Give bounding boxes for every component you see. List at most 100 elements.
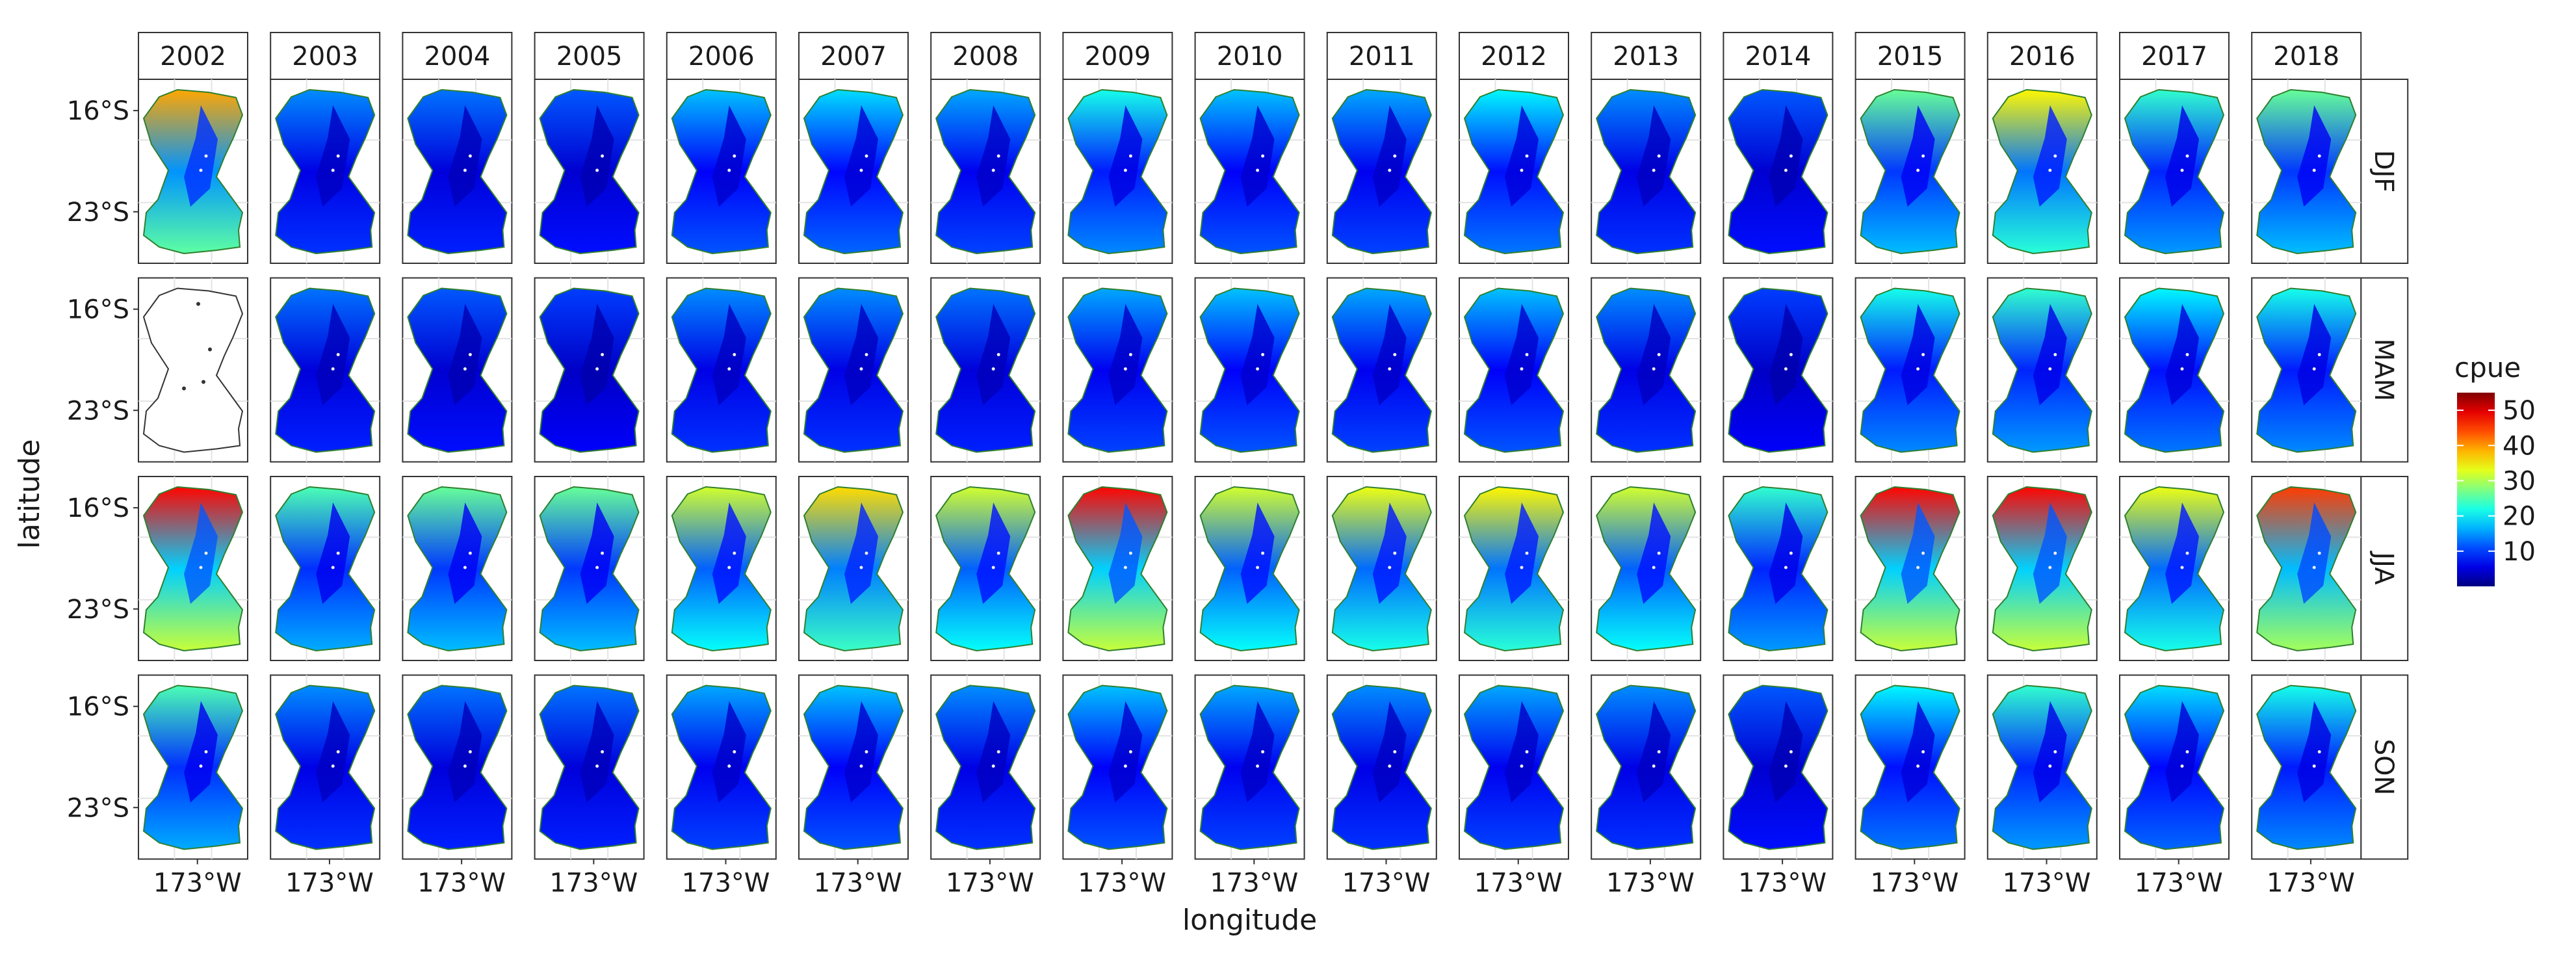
low-cpue-ridge <box>712 503 746 604</box>
island-marker <box>468 750 472 753</box>
facet-strip-year <box>1854 32 1966 80</box>
island-marker <box>1525 154 1529 158</box>
island-marker <box>1652 764 1656 768</box>
x-tick-label: 173°W <box>2135 868 2223 898</box>
island-marker <box>1525 353 1529 356</box>
island-marker <box>2312 566 2316 569</box>
island-marker <box>1261 154 1265 158</box>
low-cpue-ridge <box>448 304 482 406</box>
low-cpue-ridge <box>1372 503 1407 604</box>
y-tick-label: 16°S <box>67 96 129 126</box>
colorbar-bar <box>2457 393 2495 586</box>
island-marker <box>2312 764 2316 768</box>
island-marker <box>1921 154 1925 158</box>
island-marker <box>595 764 599 768</box>
low-cpue-ridge <box>976 105 1011 207</box>
island-marker <box>595 367 599 371</box>
island-marker <box>1789 551 1793 555</box>
low-cpue-ridge <box>1901 304 1935 406</box>
island-marker <box>2053 551 2057 555</box>
island-marker <box>859 764 863 768</box>
island-marker <box>859 367 863 371</box>
island-marker <box>1657 353 1661 356</box>
y-tick-label: 16°S <box>67 692 129 722</box>
island-marker <box>727 367 731 371</box>
island-marker <box>601 750 605 753</box>
facet-strip-year <box>2119 32 2230 80</box>
facet-strip-season-label: DJF <box>2369 150 2399 193</box>
low-cpue-ridge <box>1769 701 1803 803</box>
island-marker <box>865 154 868 158</box>
cpue-region-empty <box>142 287 244 453</box>
low-cpue-ridge <box>2033 701 2067 803</box>
y-tick-label: 16°S <box>67 493 129 523</box>
y-tick-label: 23°S <box>67 198 129 228</box>
island-marker <box>1123 168 1127 172</box>
island-marker <box>727 566 731 569</box>
low-cpue-ridge <box>448 701 482 803</box>
island-marker <box>1784 168 1788 172</box>
low-cpue-ridge <box>1901 105 1935 207</box>
low-cpue-ridge <box>1108 503 1143 604</box>
island-marker <box>463 764 467 768</box>
island-marker <box>1652 367 1656 371</box>
island-marker <box>208 347 212 352</box>
x-tick-label: 173°W <box>1738 868 1827 898</box>
low-cpue-ridge <box>844 701 878 803</box>
island-marker <box>331 764 335 768</box>
island-marker <box>2180 367 2184 371</box>
island-marker <box>1784 367 1788 371</box>
facet-strip-year <box>534 32 645 80</box>
facet-strip-season <box>2360 476 2409 661</box>
facet-strip-year <box>270 32 381 80</box>
colorbar-tick-label: 20 <box>2503 502 2536 532</box>
colorbar-tick-label: 10 <box>2503 537 2536 567</box>
facet-strip-year-label: 2010 <box>1217 42 1283 72</box>
low-cpue-ridge <box>712 105 746 207</box>
island-marker <box>1388 566 1392 569</box>
low-cpue-ridge <box>580 304 614 406</box>
island-marker <box>733 154 736 158</box>
low-cpue-ridge <box>1372 304 1407 406</box>
low-cpue-ridge <box>2033 105 2067 207</box>
x-tick-label: 173°W <box>682 868 770 898</box>
facet-strip-year-label: 2011 <box>1349 42 1415 72</box>
low-cpue-ridge <box>184 503 218 604</box>
island-marker <box>1128 353 1132 356</box>
island-marker <box>733 750 736 753</box>
island-marker <box>1652 566 1656 569</box>
low-cpue-ridge <box>316 701 350 803</box>
y-tick-label: 23°S <box>67 396 129 426</box>
low-cpue-ridge <box>1108 701 1143 803</box>
island-marker <box>1520 168 1524 172</box>
low-cpue-ridge <box>976 304 1011 406</box>
low-cpue-ridge <box>448 503 482 604</box>
island-marker <box>336 353 340 356</box>
low-cpue-ridge <box>580 105 614 207</box>
island-marker <box>463 367 467 371</box>
facet-strip-year-label: 2016 <box>2009 42 2075 72</box>
facet-strip-year-label: 2009 <box>1085 42 1151 72</box>
facet-strip-year <box>1062 32 1173 80</box>
low-cpue-ridge <box>712 701 746 803</box>
x-tick-label: 173°W <box>1606 868 1695 898</box>
low-cpue-ridge <box>184 701 218 803</box>
island-marker <box>601 353 605 356</box>
island-marker <box>996 750 1000 753</box>
island-marker <box>463 168 467 172</box>
x-tick-label: 173°W <box>417 868 506 898</box>
island-marker <box>1261 551 1265 555</box>
island-marker <box>204 551 208 555</box>
facet-strip-year-label: 2008 <box>952 42 1019 72</box>
island-marker <box>2312 367 2316 371</box>
island-marker <box>1123 367 1127 371</box>
x-tick-label: 173°W <box>549 868 638 898</box>
island-marker <box>1393 154 1397 158</box>
island-marker <box>2180 764 2184 768</box>
low-cpue-ridge <box>1372 701 1407 803</box>
x-tick-label: 173°W <box>946 868 1034 898</box>
island-marker <box>1256 566 1260 569</box>
low-cpue-ridge <box>1769 105 1803 207</box>
low-cpue-ridge <box>2297 503 2332 604</box>
